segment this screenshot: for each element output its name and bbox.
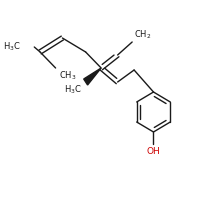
Text: CH$_2$: CH$_2$ bbox=[134, 28, 151, 41]
Text: H$_3$C: H$_3$C bbox=[64, 83, 82, 96]
Text: OH: OH bbox=[147, 147, 160, 156]
Polygon shape bbox=[84, 68, 101, 85]
Text: H$_3$C: H$_3$C bbox=[3, 41, 21, 53]
Text: CH$_3$: CH$_3$ bbox=[59, 70, 77, 82]
